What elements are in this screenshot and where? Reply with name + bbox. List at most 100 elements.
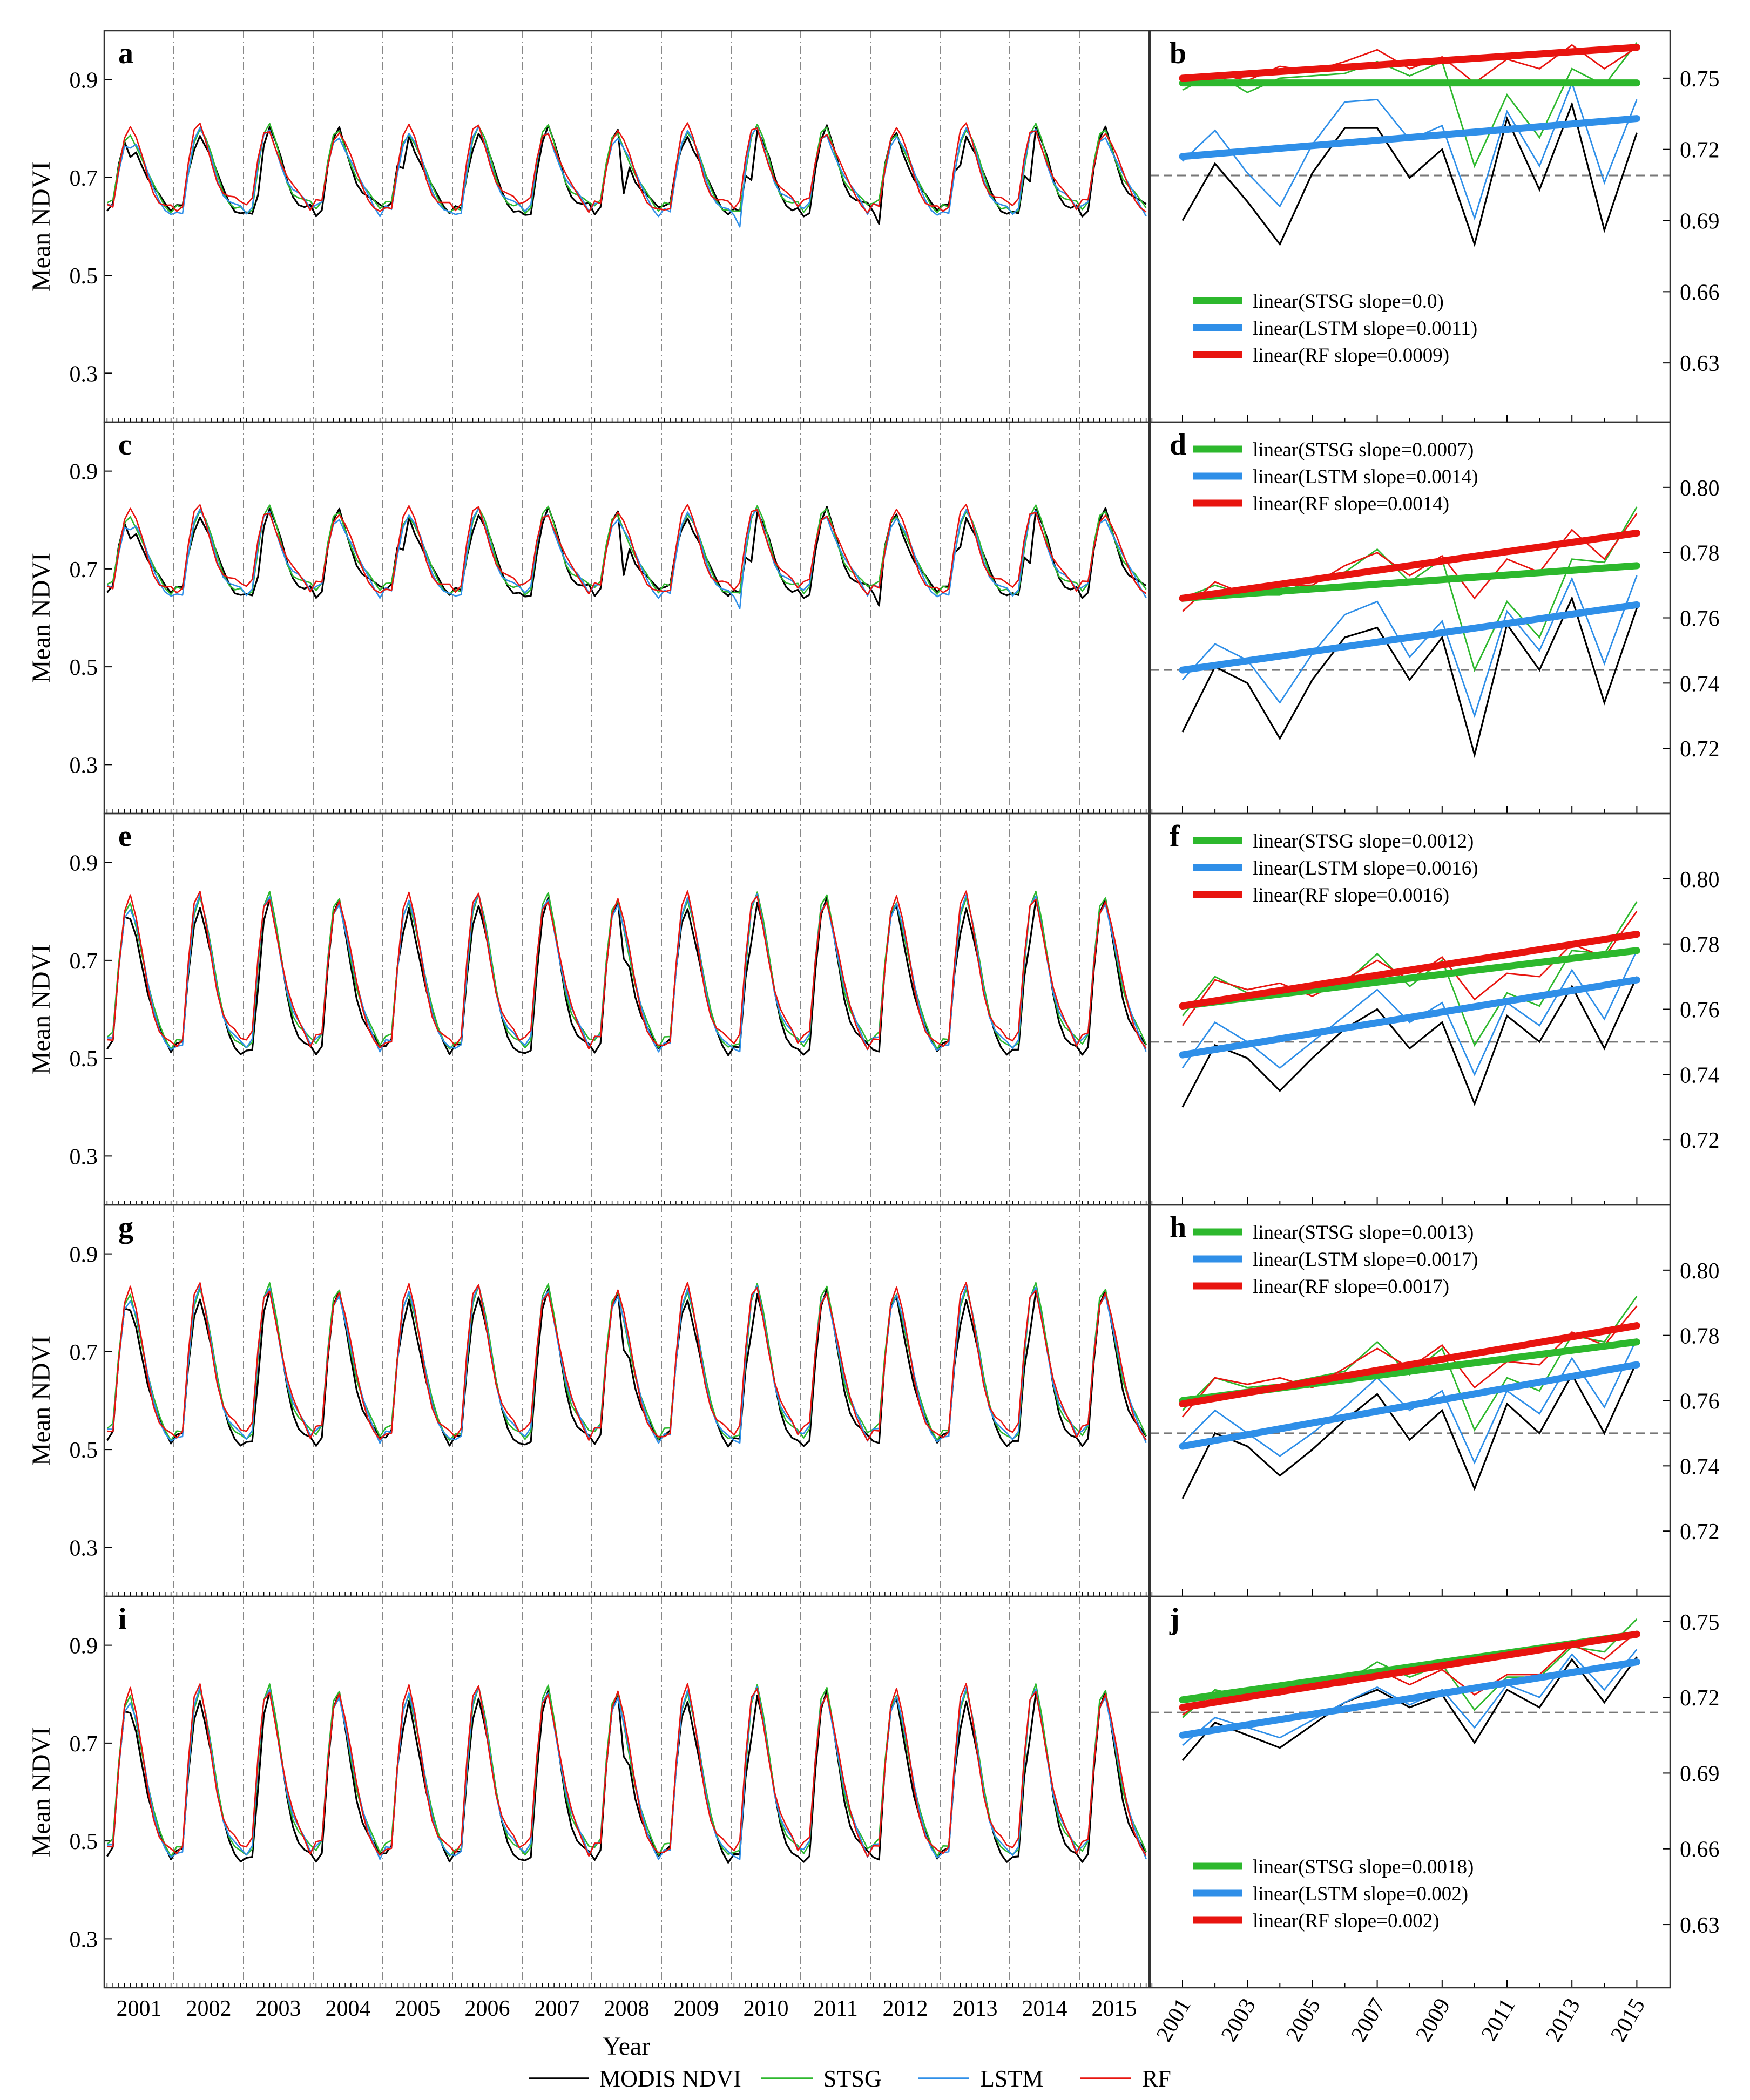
x-tick-label: 2015 [1606, 1994, 1650, 2046]
x-tick-label: 2004 [326, 1996, 371, 2021]
x-tick-label: 2007 [1346, 1994, 1390, 2046]
y-tick-label: 0.72 [1680, 1520, 1720, 1544]
annual-line-modis-ndvi [1181, 976, 1638, 1108]
x-tick-label: 2013 [1541, 1994, 1585, 2046]
y-tick-label: 0.75 [1680, 1610, 1720, 1635]
legend-label: LSTM [980, 2065, 1043, 2092]
legend-label: linear(STSG slope=0.0018) [1253, 1856, 1474, 1878]
x-tick-label: 2005 [1281, 1994, 1326, 2046]
plot-frame [103, 812, 1150, 1206]
y-tick-label: 0.72 [1680, 737, 1720, 762]
annual-line-lstm [1181, 950, 1638, 1076]
plot-frame [103, 1204, 1150, 1597]
legend-label: linear(STSG slope=0.0007) [1253, 439, 1474, 461]
y-axis-label: Mean NDVI [27, 1336, 56, 1466]
y-tick-label: 0.74 [1680, 1063, 1720, 1088]
legend-label: linear(STSG slope=0.0012) [1253, 830, 1474, 852]
x-tick-label: 2009 [1411, 1994, 1456, 2046]
y-tick-label: 0.72 [1680, 1686, 1720, 1711]
annual-line-stsg [1182, 42, 1638, 168]
trend-line [1179, 976, 1640, 1059]
y-tick-label: 0.7 [70, 558, 98, 582]
y-tick-label: 0.78 [1680, 541, 1720, 566]
y-tick-label: 0.7 [70, 166, 98, 191]
y-tick-label: 0.7 [70, 949, 98, 974]
y-tick-label: 0.3 [70, 1536, 98, 1561]
legend-label: linear(STSG slope=0.0) [1253, 290, 1444, 313]
trend-line [1179, 1658, 1640, 1739]
y-axis-label: Mean NDVI [27, 944, 56, 1074]
annual-line-modis-ndvi [1181, 595, 1638, 758]
y-tick-label: 0.3 [70, 362, 98, 387]
panel-e: 0.3 0.5 0.7 0.9 e Mean NDVI [27, 812, 1153, 1206]
y-tick-label: 0.69 [1680, 209, 1720, 234]
x-tick-label: 2013 [952, 1996, 998, 2021]
x-tick-label: 2011 [813, 1996, 857, 2021]
panel-letter: f [1170, 819, 1180, 853]
series-line-rf [107, 1683, 1147, 1858]
panel-letter: d [1170, 428, 1186, 462]
series-line-rf [107, 890, 1147, 1051]
y-tick-label: 0.9 [70, 851, 98, 876]
panel-h: 0.72 0.74 0.76 0.78 0.80 h linear(STSG slope=0… [1149, 1204, 1720, 1597]
legend-label: MODIS NDVI [599, 2065, 741, 2092]
y-tick-label: 0.74 [1680, 672, 1720, 696]
x-tick-label: 2010 [744, 1996, 789, 2021]
trend-line [1179, 1361, 1640, 1450]
y-tick-label: 0.9 [70, 69, 98, 93]
y-tick-label: 0.9 [70, 460, 98, 485]
legend-label: linear(RF slope=0.0009) [1253, 344, 1449, 367]
y-tick-label: 0.9 [70, 1634, 98, 1659]
panel-letter: c [118, 428, 132, 462]
x-tick-label: 2001 [1152, 1994, 1196, 2046]
figure-legend: MODIS NDVI STSG LSTM RF [529, 2065, 1171, 2092]
y-tick-label: 0.72 [1680, 138, 1720, 163]
x-tick-label: 2003 [256, 1996, 301, 2021]
y-axis-label: Mean NDVI [27, 161, 56, 292]
y-tick-label: 0.7 [70, 1732, 98, 1757]
y-tick-label: 0.5 [70, 1438, 98, 1463]
x-tick-label: 2008 [604, 1996, 650, 2021]
trend-line [1179, 1322, 1640, 1408]
y-tick-label: 0.78 [1680, 1324, 1720, 1349]
plot-frame [1149, 1595, 1671, 1989]
x-tick-label: 2014 [1022, 1996, 1067, 2021]
y-tick-label: 0.69 [1680, 1762, 1720, 1786]
annual-line-lstm [1182, 1338, 1638, 1465]
series-line-rf [106, 504, 1147, 595]
panel-j: 0.63 0.66 0.69 0.72 0.75 j linear(STSG slope=0… [1149, 1595, 1720, 2046]
panel-letter: i [118, 1602, 127, 1636]
annual-line-modis-ndvi [1181, 1361, 1638, 1499]
y-tick-label: 0.66 [1680, 280, 1720, 305]
y-tick-label: 0.78 [1680, 933, 1720, 958]
y-tick-label: 0.74 [1680, 1454, 1720, 1479]
legend-label: linear(LSTM slope=0.0014) [1253, 466, 1478, 488]
panel-letter: j [1169, 1602, 1180, 1636]
trend-line [1179, 1630, 1640, 1711]
trend-line [1179, 931, 1640, 1010]
x-tick-label: 2006 [465, 1996, 510, 2021]
y-tick-label: 0.5 [70, 1830, 98, 1854]
series-line-modis-ndvi [106, 506, 1147, 607]
panel-b: 0.63 0.66 0.69 0.72 0.75 b linear(STSG slope=0… [1149, 30, 1720, 423]
panel-g: 0.3 0.5 0.7 0.9 g Mean NDVI [27, 1204, 1153, 1597]
y-tick-label: 0.76 [1680, 607, 1720, 632]
trend-line [1179, 601, 1640, 674]
y-tick-label: 0.80 [1680, 868, 1720, 892]
y-tick-label: 0.72 [1680, 1128, 1720, 1153]
panel-i: 0.3 0.5 0.7 0.9 i Mean NDVI 2001 2002 2003 2004 20… [27, 1595, 1153, 2061]
legend-label: linear(LSTM slope=0.0017) [1253, 1249, 1478, 1271]
y-tick-label: 0.3 [70, 1927, 98, 1952]
y-tick-label: 0.76 [1680, 998, 1720, 1023]
legend-label: linear(LSTM slope=0.0016) [1253, 857, 1478, 879]
legend-label: linear(LSTM slope=0.0011) [1253, 317, 1477, 340]
x-tick-label: 2012 [883, 1996, 928, 2021]
y-tick-label: 0.7 [70, 1340, 98, 1365]
y-tick-label: 0.3 [70, 753, 98, 778]
annual-line-lstm [1182, 1649, 1638, 1746]
x-tick-label: 2003 [1217, 1994, 1261, 2046]
annual-line-modis-ndvi [1181, 101, 1638, 248]
panel-letter: b [1170, 37, 1186, 70]
y-tick-label: 0.75 [1680, 67, 1720, 92]
